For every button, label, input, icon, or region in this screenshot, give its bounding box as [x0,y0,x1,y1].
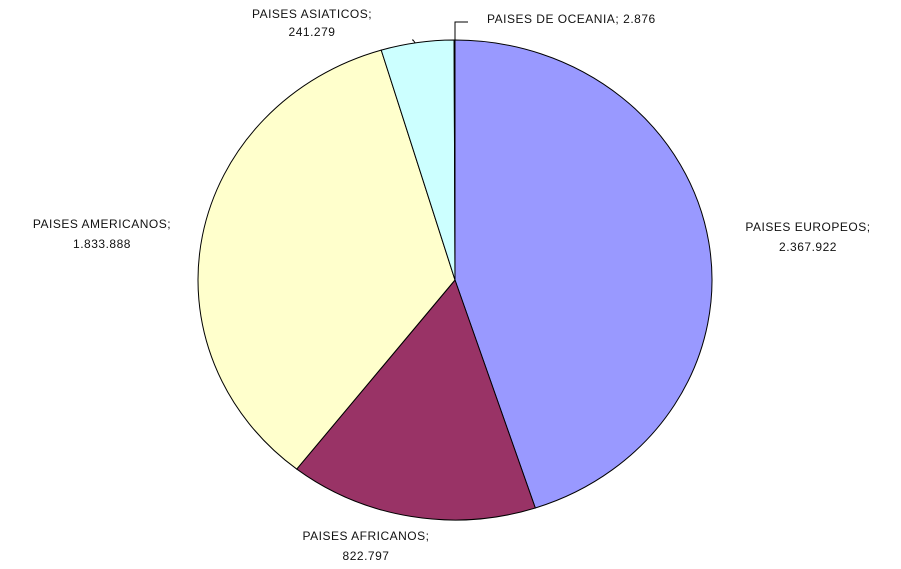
leader-line [454,21,468,42]
pie-slice [197,49,456,470]
slice-category: PAISES DE OCEANIA; [487,12,619,26]
slice-value: 1.833.888 [73,237,131,251]
slice-category: PAISES AMERICANOS; [33,217,171,231]
pie-slice [454,39,713,509]
slice-label: PAISES DE OCEANIA; 2.876 [487,12,656,26]
slice-value: 2.367.922 [779,240,837,254]
slice-value: 241.279 [289,25,336,39]
slice-category: PAISES EUROPEOS; [745,220,870,234]
pie-slice [296,279,536,521]
pie-slice [453,39,456,281]
slice-category: PAISES ASIATICOS; [252,7,372,21]
slice-value: 2.876 [623,12,656,26]
slice-value: 822.797 [343,549,390,563]
slice-category: PAISES AFRICANOS; [303,529,430,543]
